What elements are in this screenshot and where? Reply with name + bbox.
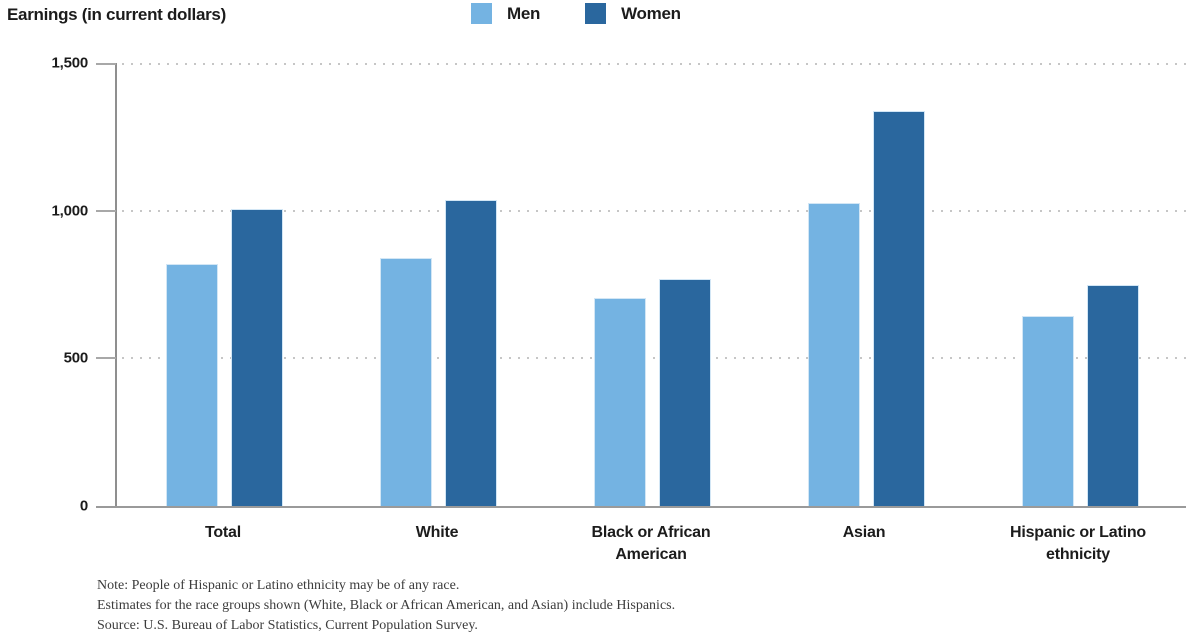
category-label-total: Total	[204, 524, 242, 541]
legend-label-men: Men	[507, 3, 541, 23]
y-tick-1500	[96, 63, 116, 65]
source-line: Source: U.S. Bureau of Labor Statistics,…	[97, 618, 478, 633]
y-tick-label-500: 500	[63, 349, 89, 367]
bar-men-hispanic-or-latino-ethnicity	[1022, 316, 1074, 506]
x-axis-baseline	[96, 506, 1186, 508]
y-tick-label-1000: 1,000	[51, 202, 88, 220]
y-tick-500	[96, 357, 116, 360]
y-tick-label-0: 0	[79, 497, 88, 515]
legend-item-men: Men	[471, 3, 540, 24]
category-label-black-or-african-american: Black or African American	[591, 524, 711, 563]
gridline-500	[122, 357, 1186, 360]
bar-men-white	[380, 257, 432, 506]
note-line: Note: People of Hispanic or Latino ethni…	[97, 578, 460, 593]
bar-women-total	[231, 208, 283, 506]
bar-women-hispanic-or-latino-ethnicity	[1087, 285, 1139, 506]
legend-swatch-women-icon	[585, 3, 607, 24]
y-tick-1000	[96, 209, 116, 212]
category-label-white: White	[415, 524, 459, 541]
legend: Men Women	[471, 3, 681, 24]
legend-swatch-men-icon	[471, 3, 492, 24]
chart-title: Earnings (in current dollars)	[7, 5, 226, 24]
bar-men-asian	[808, 203, 860, 506]
y-tick-label-1500: 1,500	[51, 54, 88, 72]
category-label-hispanic-or-latino-ethnicity: Hispanic or Latino ethnicity	[1010, 524, 1146, 563]
bar-women-white	[445, 200, 497, 506]
category-label-asian: Asian	[842, 524, 886, 541]
gridline-1000	[122, 209, 1186, 212]
bars-layer	[117, 63, 1186, 506]
bar-men-total	[166, 263, 218, 506]
bar-women-black-or-african-american	[659, 278, 711, 506]
note-line: Estimates for the race groups shown (Whi…	[97, 598, 676, 613]
chart-notes: Note: People of Hispanic or Latino ethni…	[97, 576, 675, 636]
bar-men-black-or-african-american	[594, 298, 646, 506]
bar-women-asian	[873, 111, 925, 506]
gridline-1500	[122, 63, 1186, 65]
legend-item-women: Women	[585, 3, 681, 24]
legend-label-women: Women	[621, 3, 681, 23]
plot-area	[96, 63, 1186, 508]
